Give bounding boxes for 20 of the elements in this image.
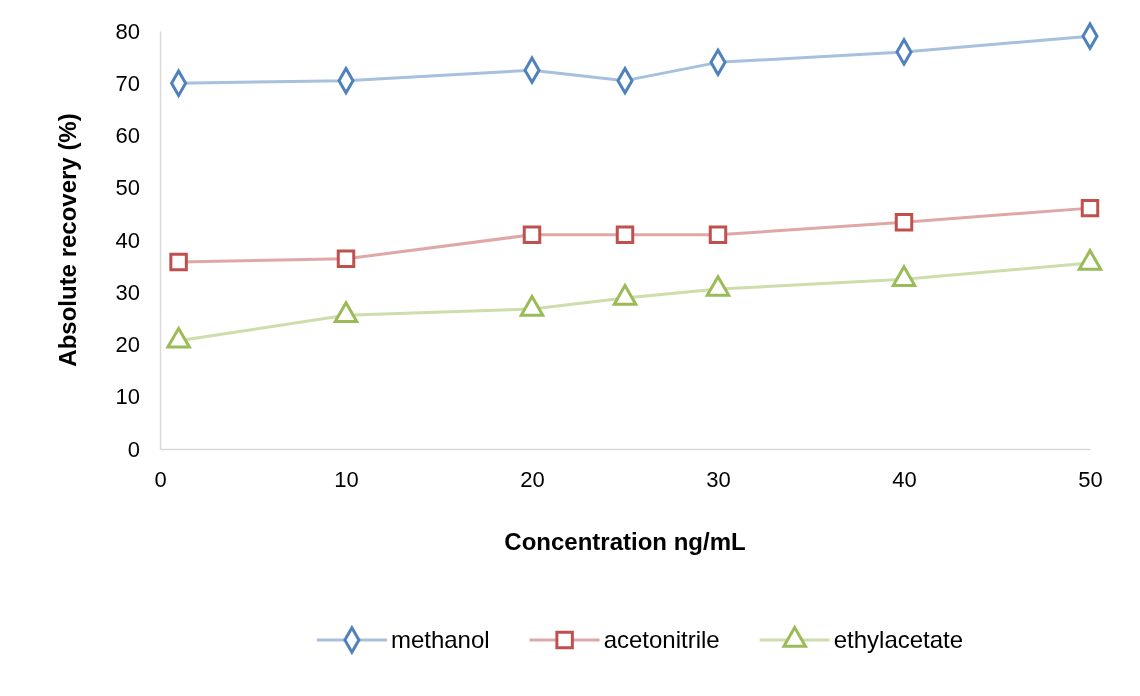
legend-label: ethylacetate	[833, 626, 964, 653]
x-axis-title: Concentration ng/mL	[504, 528, 746, 555]
y-tick-label: 30	[115, 279, 140, 305]
x-tick-label: 50	[1078, 466, 1103, 492]
y-tick-label: 80	[115, 18, 140, 44]
y-axis-title: Absolute recovery (%)	[54, 113, 81, 367]
y-tick-label: 60	[115, 123, 140, 149]
x-tick-label: 30	[706, 466, 731, 492]
y-tick-label: 40	[115, 227, 140, 253]
x-tick-label: 40	[892, 466, 917, 492]
x-tick-label: 10	[334, 466, 359, 492]
y-tick-label: 70	[115, 70, 140, 96]
y-tick-label: 10	[115, 384, 140, 410]
y-tick-label: 50	[115, 175, 140, 201]
legend-label: methanol	[390, 626, 490, 653]
x-tick-label: 0	[154, 466, 167, 492]
y-tick-label: 20	[115, 332, 140, 358]
x-tick-label: 20	[520, 466, 545, 492]
y-tick-label: 0	[127, 436, 140, 462]
legend-label: acetonitrile	[603, 626, 720, 653]
